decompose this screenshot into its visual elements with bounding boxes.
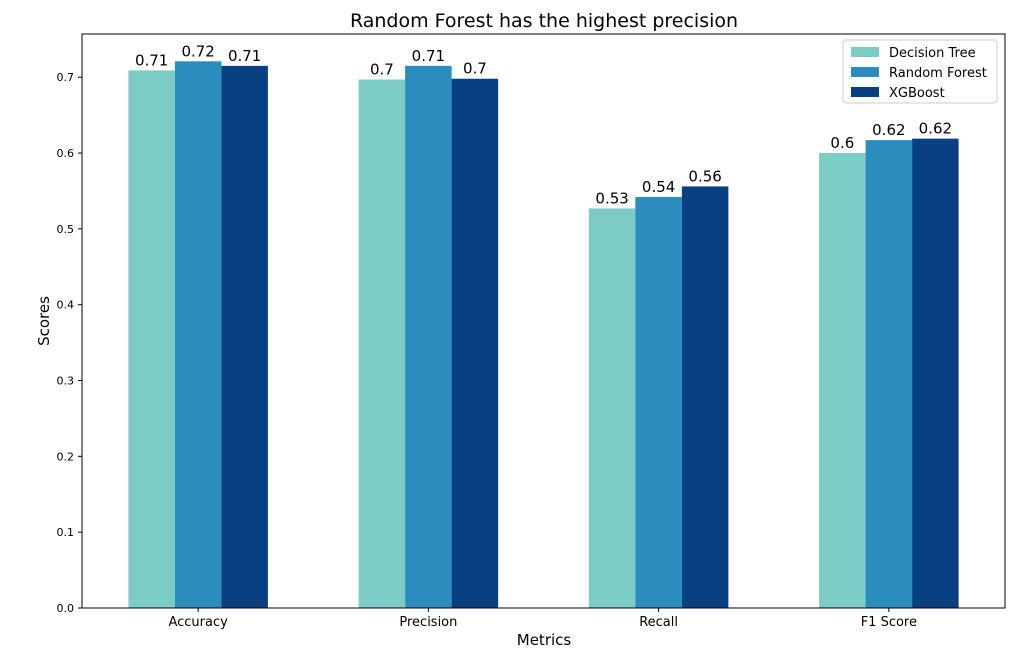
legend-box xyxy=(842,39,998,104)
x-axis: Accuracy Precision Recall F1 Score xyxy=(168,608,917,630)
bar-xgboost-recall xyxy=(681,186,729,608)
data-label: 0.71 xyxy=(228,47,261,65)
data-label: 0.62 xyxy=(919,120,952,138)
data-label: 0.6 xyxy=(830,134,854,152)
bar-xgboost-accuracy xyxy=(221,65,268,609)
bar-decision-tree-f1-score xyxy=(819,153,866,608)
bar-random-forest-f1-score xyxy=(865,140,913,608)
legend-label: Random Forest xyxy=(889,66,987,81)
x-tick-label: Accuracy xyxy=(168,615,228,630)
data-label: 0.71 xyxy=(135,51,168,69)
legend: Decision Tree Random Forest XGBoost xyxy=(842,39,998,104)
data-label: 0.71 xyxy=(412,47,445,65)
bar-decision-tree-recall xyxy=(588,208,636,609)
bar-decision-tree-accuracy xyxy=(128,70,175,608)
y-tick-label: 0.1 xyxy=(57,526,75,539)
y-tick-label: 0.3 xyxy=(57,375,75,388)
bar-random-forest-accuracy xyxy=(174,61,222,608)
x-tick-label: Recall xyxy=(639,615,678,630)
x-tick-label: F1 Score xyxy=(861,615,917,630)
data-label: 0.7 xyxy=(370,60,394,78)
bar-xgboost-f1-score xyxy=(912,138,959,609)
data-label: 0.54 xyxy=(642,178,675,196)
data-label: 0.53 xyxy=(595,189,628,207)
legend-swatch xyxy=(851,67,879,77)
legend-label: Decision Tree xyxy=(889,46,976,61)
plot-frame xyxy=(81,33,1006,609)
y-tick-label: 0.4 xyxy=(57,299,75,312)
x-axis-label: Metrics xyxy=(517,631,572,649)
bar-decision-tree-precision xyxy=(358,79,406,609)
legend-label: XGBoost xyxy=(889,86,945,101)
bar-xgboost-precision xyxy=(451,78,499,608)
y-tick-label: 0.0 xyxy=(57,602,75,615)
data-label: 0.72 xyxy=(181,42,214,60)
legend-swatch xyxy=(851,87,879,97)
chart-title: Random Forest has the highest precision xyxy=(350,10,738,32)
data-label: 0.62 xyxy=(872,121,905,139)
y-axis-label: Scores xyxy=(35,296,53,346)
data-labels-group: 0.71 0.72 0.71 0.7 0.71 0.7 0.53 0.54 0.56 0.6 0.6… xyxy=(135,42,952,207)
x-tick-label: Precision xyxy=(399,615,457,630)
y-axis: 0.0 0.1 0.2 0.3 0.4 0.5 0.6 0.7 xyxy=(57,71,82,615)
bar-random-forest-recall xyxy=(635,197,682,609)
y-tick-label: 0.7 xyxy=(57,71,75,84)
y-tick-label: 0.2 xyxy=(57,450,75,463)
y-tick-label: 0.5 xyxy=(57,223,75,236)
legend-swatch xyxy=(851,47,879,57)
y-tick-label: 0.6 xyxy=(57,147,75,160)
data-label: 0.56 xyxy=(688,167,721,185)
bar-random-forest-precision xyxy=(405,65,452,609)
bars-group xyxy=(128,61,959,609)
data-label: 0.7 xyxy=(463,60,487,78)
